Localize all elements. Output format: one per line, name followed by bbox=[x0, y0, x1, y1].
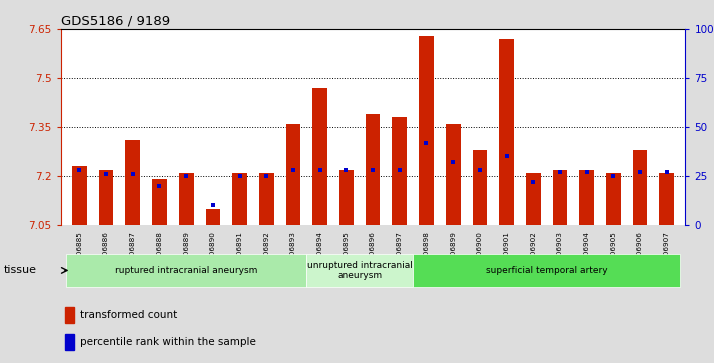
Bar bbox=[446, 124, 461, 225]
Bar bbox=[206, 209, 220, 225]
Text: transformed count: transformed count bbox=[80, 310, 177, 320]
Text: GDS5186 / 9189: GDS5186 / 9189 bbox=[61, 15, 170, 28]
Bar bbox=[499, 39, 514, 225]
Bar bbox=[72, 166, 86, 225]
Text: superficial temporal artery: superficial temporal artery bbox=[486, 266, 608, 275]
Bar bbox=[152, 179, 167, 225]
Bar bbox=[65, 307, 74, 323]
Bar bbox=[178, 173, 193, 225]
Bar bbox=[526, 173, 540, 225]
FancyBboxPatch shape bbox=[306, 254, 413, 287]
Text: ruptured intracranial aneurysm: ruptured intracranial aneurysm bbox=[115, 266, 257, 275]
Text: tissue: tissue bbox=[4, 265, 36, 276]
Bar bbox=[65, 334, 74, 350]
Text: unruptured intracranial
aneurysm: unruptured intracranial aneurysm bbox=[307, 261, 413, 280]
Bar bbox=[660, 173, 674, 225]
Bar bbox=[393, 117, 407, 225]
FancyBboxPatch shape bbox=[66, 254, 306, 287]
Bar bbox=[579, 170, 594, 225]
Text: percentile rank within the sample: percentile rank within the sample bbox=[80, 337, 256, 347]
Bar bbox=[259, 173, 273, 225]
Bar bbox=[419, 36, 434, 225]
FancyBboxPatch shape bbox=[413, 254, 680, 287]
Bar bbox=[312, 88, 327, 225]
Bar bbox=[126, 140, 140, 225]
Bar bbox=[473, 150, 487, 225]
Bar bbox=[553, 170, 568, 225]
Bar bbox=[366, 114, 381, 225]
Bar bbox=[633, 150, 648, 225]
Bar bbox=[232, 173, 247, 225]
Bar bbox=[99, 170, 114, 225]
Bar bbox=[286, 124, 301, 225]
Bar bbox=[606, 173, 620, 225]
Bar bbox=[339, 170, 353, 225]
